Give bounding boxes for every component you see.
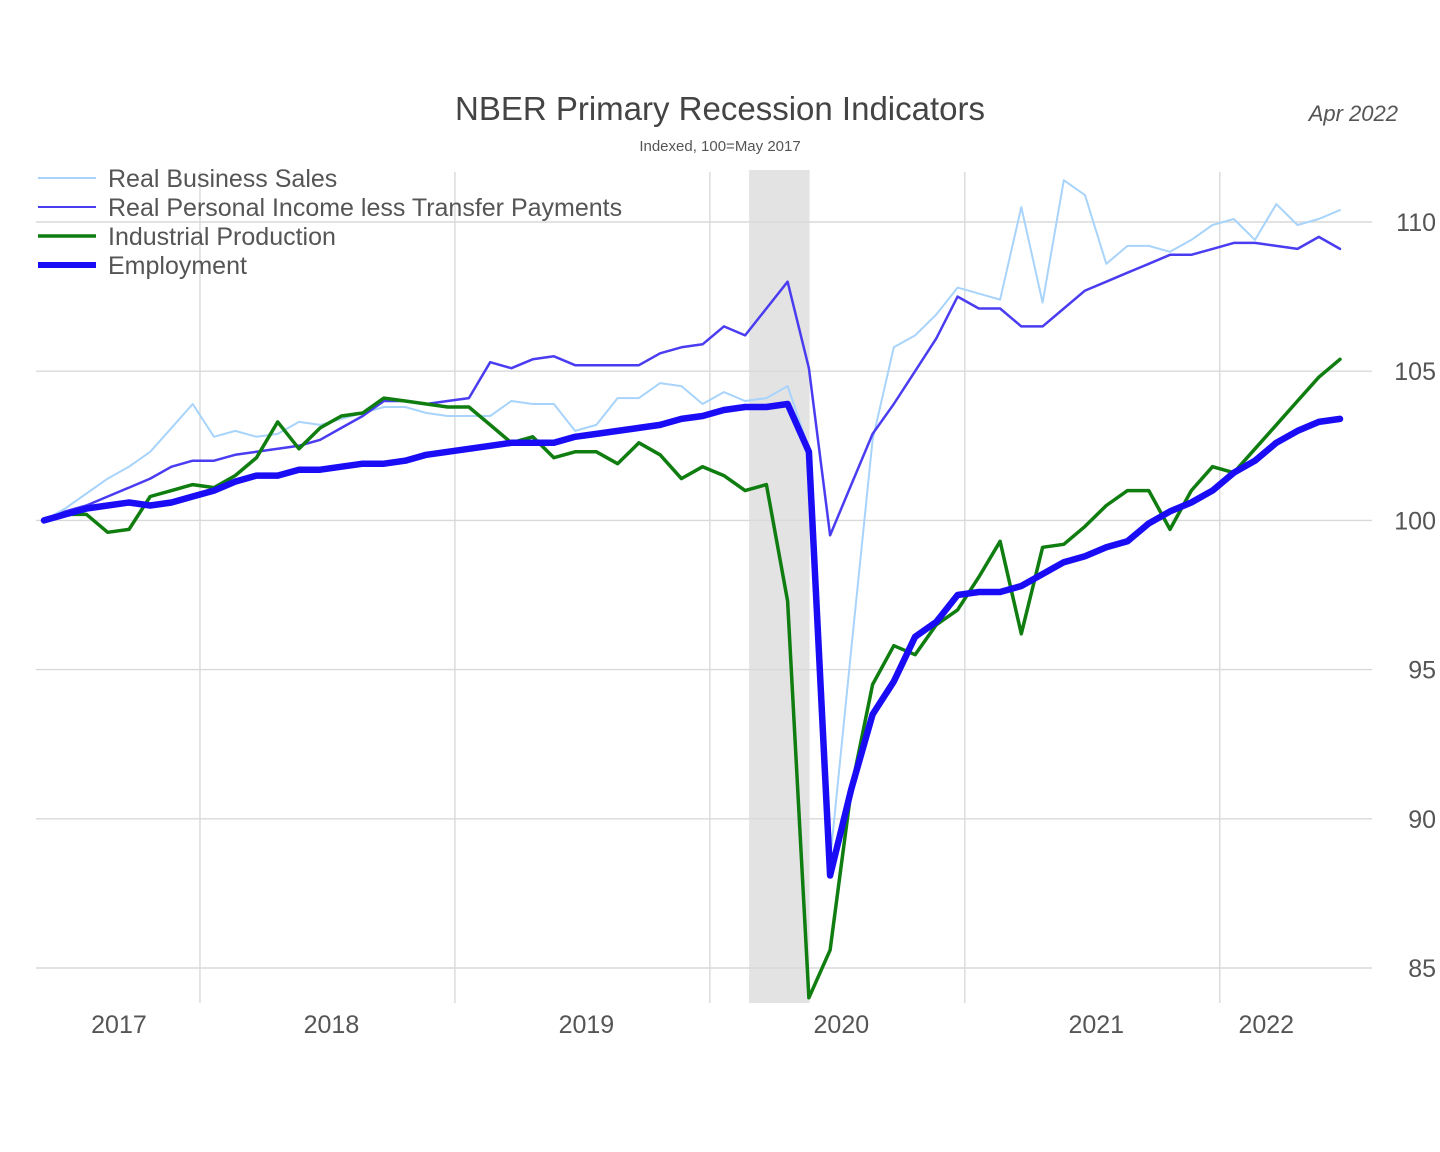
y-tick-label: 100: [1394, 507, 1436, 535]
legend-item-industrial-production: Industrial Production: [38, 223, 336, 251]
y-tick-label: 85: [1408, 955, 1436, 983]
y-tick-label: 110: [1396, 209, 1436, 237]
recession-band: [749, 170, 810, 1003]
legend-label-employment: Employment: [108, 252, 247, 280]
x-tick-label: 2020: [814, 1011, 870, 1039]
grid-layer: [36, 172, 1372, 1003]
legend-label-real-personal-income: Real Personal Income less Transfer Payme…: [108, 194, 622, 222]
series-layer: [40, 179, 1344, 1000]
series-line-industrial-production: [42, 357, 1342, 1000]
x-tick-label: 2021: [1068, 1011, 1124, 1039]
x-tick-label: 2019: [559, 1011, 615, 1039]
legend-label-industrial-production: Industrial Production: [108, 223, 336, 251]
x-tick-label: 2017: [91, 1011, 147, 1039]
x-tick-label: 2018: [304, 1011, 360, 1039]
chart-subtitle: Indexed, 100=May 2017: [639, 138, 800, 155]
legend-label-real-business-sales: Real Business Sales: [108, 165, 337, 193]
y-tick-label: 105: [1394, 358, 1436, 386]
x-axis-labels: 2017 2018 2019 2020 2021 2022: [91, 1011, 1294, 1039]
y-tick-label: 90: [1408, 806, 1436, 834]
date-note: Apr 2022: [1307, 101, 1398, 126]
recession-band-layer: [749, 170, 810, 1003]
y-axis-labels: 85 90 95 100 105 110: [1394, 209, 1436, 983]
y-tick-label: 95: [1408, 657, 1436, 685]
series-line-real-business-sales: [43, 179, 1341, 862]
x-tick-label: 2022: [1238, 1011, 1294, 1039]
legend-item-real-personal-income: Real Personal Income less Transfer Payme…: [38, 194, 622, 222]
legend: Real Business Sales Real Personal Income…: [38, 165, 622, 280]
legend-item-real-business-sales: Real Business Sales: [38, 165, 337, 193]
chart-title: NBER Primary Recession Indicators: [455, 90, 985, 127]
legend-item-employment: Employment: [38, 252, 247, 280]
series-line-employment: [40, 400, 1344, 879]
